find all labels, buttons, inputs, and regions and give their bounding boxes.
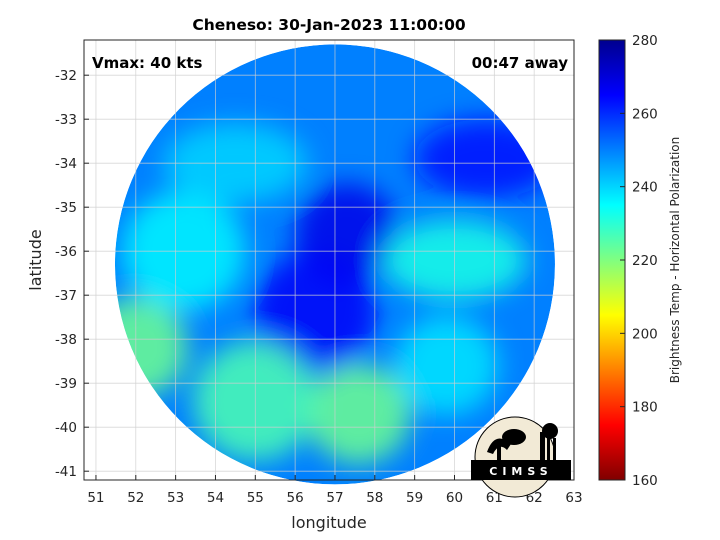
swath-feature-south-warm-area [306, 364, 411, 464]
vmax-annotation: Vmax: 40 kts [92, 54, 202, 72]
y-tick-label: -34 [55, 156, 77, 172]
x-tick-label: 57 [326, 490, 343, 506]
y-tick-label: -38 [55, 332, 77, 348]
colorbar-tick-label: 180 [632, 400, 658, 416]
x-tick-label: 52 [127, 490, 144, 506]
x-tick-label: 51 [87, 490, 104, 506]
cimss-logo: CIMSS [471, 416, 571, 498]
colorbar-tick-label: 220 [632, 253, 658, 269]
y-axis-label: latitude [26, 229, 45, 290]
y-tick-label: -41 [55, 464, 77, 480]
x-tick-label: 63 [565, 490, 582, 506]
colorbar-tick-label: 260 [632, 106, 658, 122]
x-tick-label: 54 [207, 490, 224, 506]
x-tick-label: 55 [247, 490, 264, 506]
colorbar-tick-label: 280 [632, 33, 658, 49]
y-tick-label: -33 [55, 112, 77, 128]
colorbar-tick-label: 200 [632, 326, 658, 342]
y-tick-label: -35 [55, 200, 77, 216]
x-tick-label: 60 [446, 490, 463, 506]
y-tick-label: -39 [55, 376, 77, 392]
colorbar-tick-label: 240 [632, 180, 658, 196]
colorbar-tick-label: 160 [632, 473, 658, 489]
swath-feature-southeast-light-area [394, 315, 499, 416]
chart-title: Cheneso: 30-Jan-2023 11:00:00 [192, 16, 465, 34]
swath-feature-central-dark-area [253, 252, 378, 373]
y-axis-ticks: -32 -33 -34 -35 -36 -37 -38 -39 -40 -41 [55, 68, 89, 480]
y-tick-label: -37 [55, 288, 77, 304]
x-tick-label: 58 [366, 490, 383, 506]
y-tick-label: -40 [55, 420, 77, 436]
y-tick-label: -32 [55, 68, 77, 84]
grid-lines [84, 40, 575, 480]
time-away-annotation: 00:47 away [472, 54, 569, 72]
y-tick-label: -36 [55, 244, 77, 260]
x-tick-label: 53 [167, 490, 184, 506]
x-tick-label: 56 [287, 490, 304, 506]
axes-frame [83, 39, 575, 481]
colorbar-label: Brightness Temp - Horizontal Polarizatio… [668, 137, 682, 384]
x-tick-label: 59 [406, 490, 423, 506]
cimss-logo-text: CIMSS [489, 465, 552, 478]
colorbar-ticks: 280 260 240 220 200 180 160 [620, 33, 658, 489]
x-axis-label: longitude [291, 513, 366, 532]
